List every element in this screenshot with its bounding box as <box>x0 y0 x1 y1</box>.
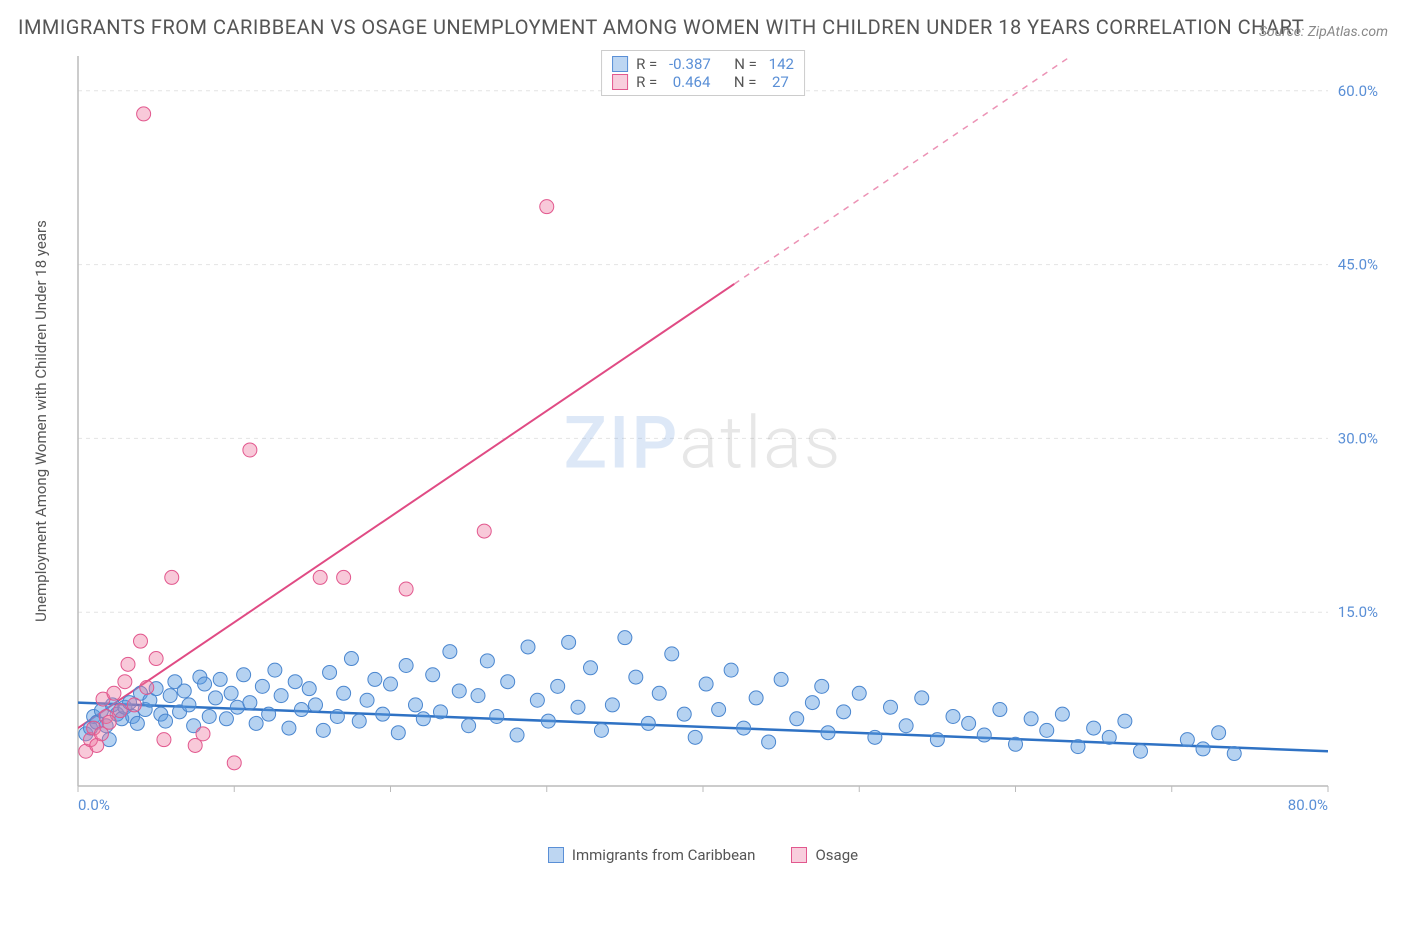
stats-row-pink: R = 0.464 N = 27 <box>612 73 794 91</box>
n-value-blue: 142 <box>769 55 794 73</box>
svg-text:Unemployment Among Women with: Unemployment Among Women with Children U… <box>32 220 50 622</box>
legend-label: Osage <box>815 846 858 864</box>
swatch-blue <box>612 56 628 72</box>
r-label: R = <box>636 73 661 91</box>
svg-text:60.0%: 60.0% <box>1338 82 1378 100</box>
r-label: R = <box>636 55 661 73</box>
chart-title: IMMIGRANTS FROM CARIBBEAN VS OSAGE UNEMP… <box>18 12 1388 42</box>
r-value-blue: -0.387 <box>669 55 711 73</box>
bottom-legend: Immigrants from Caribbean Osage <box>18 846 1388 864</box>
legend-item: Immigrants from Caribbean <box>548 846 756 864</box>
swatch-pink <box>612 74 628 90</box>
legend-item: Osage <box>791 846 858 864</box>
svg-text:15.0%: 15.0% <box>1338 603 1378 621</box>
n-label: N = <box>734 73 760 91</box>
n-value-pink: 27 <box>768 73 789 91</box>
svg-text:30.0%: 30.0% <box>1338 429 1378 447</box>
n-label: N = <box>734 55 760 73</box>
scatter-chart: 15.0% 30.0% 45.0% 60.0% 0.0% 80.0% Unemploymen… <box>18 46 1388 836</box>
legend-swatch <box>548 847 564 863</box>
svg-text:80.0%: 80.0% <box>1288 796 1328 814</box>
chart-container: R = -0.387 N = 142 R = 0.464 N = 27 ZIPa… <box>18 46 1388 840</box>
svg-text:0.0%: 0.0% <box>78 796 110 814</box>
stats-box: R = -0.387 N = 142 R = 0.464 N = 27 <box>601 50 805 96</box>
legend-label: Immigrants from Caribbean <box>572 846 756 864</box>
legend-swatch <box>791 847 807 863</box>
r-value-pink: 0.464 <box>669 73 710 91</box>
svg-text:45.0%: 45.0% <box>1338 256 1378 274</box>
stats-row-blue: R = -0.387 N = 142 <box>612 55 794 73</box>
